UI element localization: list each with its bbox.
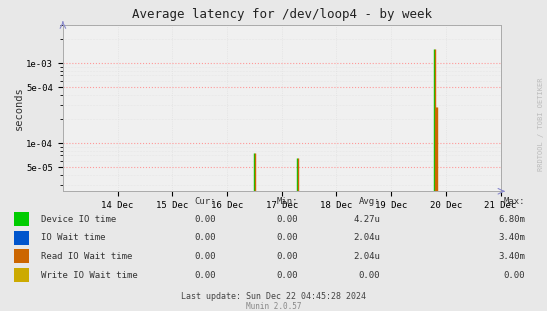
Text: Cur:: Cur: bbox=[195, 197, 216, 206]
Text: Device IO time: Device IO time bbox=[41, 215, 117, 224]
Text: 0.00: 0.00 bbox=[277, 252, 298, 261]
Text: 0.00: 0.00 bbox=[277, 271, 298, 280]
Text: Read IO Wait time: Read IO Wait time bbox=[41, 252, 132, 261]
Text: RRDTOOL / TOBI OETIKER: RRDTOOL / TOBI OETIKER bbox=[538, 78, 544, 171]
Text: 2.04u: 2.04u bbox=[353, 252, 380, 261]
Text: 0.00: 0.00 bbox=[504, 271, 525, 280]
Text: 0.00: 0.00 bbox=[195, 215, 216, 224]
Text: 0.00: 0.00 bbox=[195, 234, 216, 242]
Y-axis label: seconds: seconds bbox=[14, 86, 24, 130]
Text: 2.04u: 2.04u bbox=[353, 234, 380, 242]
Text: Max:: Max: bbox=[504, 197, 525, 206]
Text: Munin 2.0.57: Munin 2.0.57 bbox=[246, 302, 301, 311]
Text: 4.27u: 4.27u bbox=[353, 215, 380, 224]
Text: Write IO Wait time: Write IO Wait time bbox=[41, 271, 138, 280]
Title: Average latency for /dev/loop4 - by week: Average latency for /dev/loop4 - by week bbox=[132, 8, 432, 21]
Text: 0.00: 0.00 bbox=[195, 271, 216, 280]
Text: 0.00: 0.00 bbox=[195, 252, 216, 261]
Text: Last update: Sun Dec 22 04:45:28 2024: Last update: Sun Dec 22 04:45:28 2024 bbox=[181, 292, 366, 300]
Text: Min:: Min: bbox=[277, 197, 298, 206]
Text: 6.80m: 6.80m bbox=[498, 215, 525, 224]
Text: 3.40m: 3.40m bbox=[498, 234, 525, 242]
Text: 0.00: 0.00 bbox=[277, 234, 298, 242]
Text: IO Wait time: IO Wait time bbox=[41, 234, 106, 242]
Text: 0.00: 0.00 bbox=[359, 271, 380, 280]
Text: Avg:: Avg: bbox=[359, 197, 380, 206]
Text: 3.40m: 3.40m bbox=[498, 252, 525, 261]
Text: 0.00: 0.00 bbox=[277, 215, 298, 224]
